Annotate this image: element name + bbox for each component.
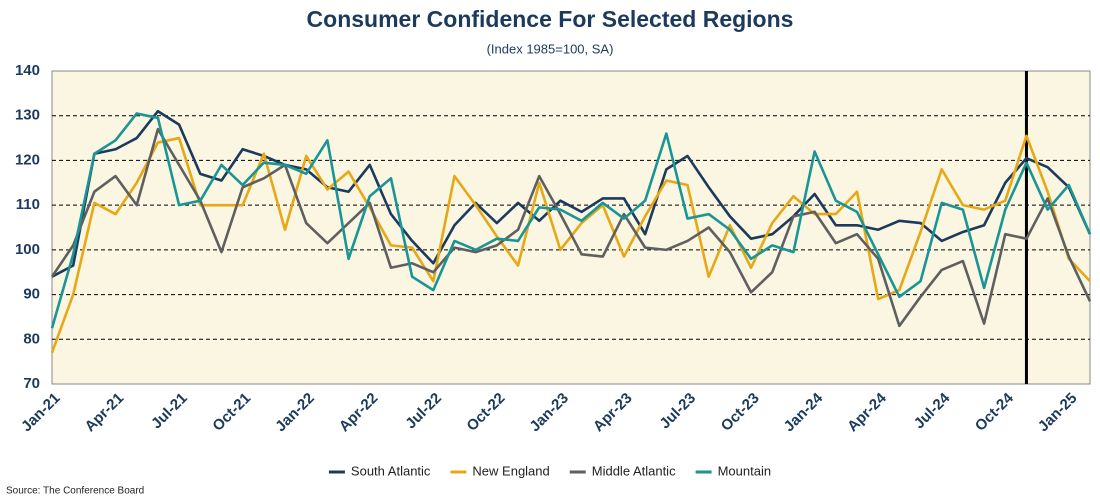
y-tick-label: 130: [15, 107, 40, 124]
y-tick-label: 140: [15, 62, 40, 79]
x-tick-label: Oct-23: [718, 390, 763, 435]
legend-label: South Atlantic: [351, 463, 431, 478]
series-line: [51, 109, 1092, 278]
chart-subtitle: (Index 1985=100, SA): [487, 41, 614, 56]
legend-label: Mountain: [718, 463, 771, 478]
y-tick-label: 120: [15, 151, 40, 168]
legend-label: Middle Atlantic: [592, 463, 676, 478]
x-tick-label: Apr-24: [844, 389, 890, 435]
x-tick-label: Apr-22: [336, 390, 382, 436]
y-tick-label: 70: [23, 375, 40, 392]
y-tick-label: 110: [16, 196, 40, 213]
x-tick-label: Jul-24: [911, 389, 954, 432]
x-tick-label: Jan-21: [18, 390, 64, 436]
legend-label: New England: [472, 463, 549, 478]
x-tick-label: Jan-23: [526, 390, 572, 436]
series-line: [50, 112, 1092, 329]
legend: South Atlantic New England Middle Atlantic…: [328, 463, 771, 478]
y-tick-label: 100: [15, 241, 40, 258]
chart-title: Consumer Confidence For Selected Regions: [307, 6, 794, 32]
source-note: Source: The Conference Board: [6, 486, 144, 497]
x-tick-label: Apr-23: [590, 390, 636, 436]
x-tick-label: Oct-24: [972, 389, 1017, 434]
y-tick-label: 90: [23, 286, 40, 303]
x-tick-label: Oct-22: [463, 390, 508, 435]
x-tick-label: Apr-21: [82, 390, 128, 436]
y-tick-label: 80: [23, 330, 40, 347]
x-tick-label: Jan-25: [1035, 390, 1081, 436]
x-tick-label: Jan-24: [781, 389, 827, 435]
x-tick-label: Jul-22: [402, 390, 445, 433]
series-line: [50, 127, 1092, 328]
x-tick-label: Jan-22: [272, 390, 318, 436]
x-tick-label: Oct-21: [209, 390, 254, 435]
plot-area: [51, 70, 1091, 385]
x-tick-label: Jul-23: [656, 390, 699, 433]
x-tick-label: Jul-21: [148, 390, 191, 433]
